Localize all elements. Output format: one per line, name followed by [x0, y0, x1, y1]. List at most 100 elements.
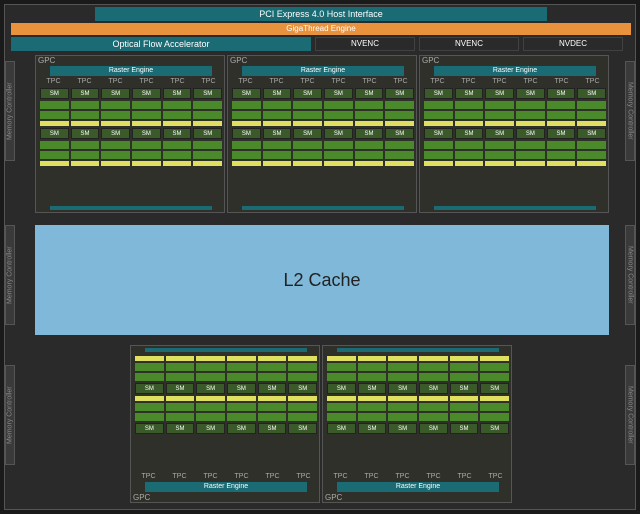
sm-row: SMSMSMSMSMSM: [135, 383, 317, 396]
cuda-core: [516, 101, 545, 109]
cuda-core: [163, 151, 192, 159]
cuda-core: [485, 111, 514, 119]
sm-row: SMSMSMSMSMSM: [327, 423, 509, 436]
cuda-core: [358, 373, 387, 381]
sm-block: SM: [385, 128, 414, 139]
cuda-core: [101, 141, 130, 149]
core-row: [135, 363, 317, 371]
cuda-core: [288, 403, 317, 411]
cuda-core: [355, 111, 384, 119]
cuda-core: [358, 413, 387, 421]
cuda-core: [101, 101, 130, 109]
cuda-core: [232, 101, 261, 109]
rt-core: [193, 121, 222, 126]
rt-core: [193, 161, 222, 166]
core-row: [135, 413, 317, 421]
core-row: [327, 373, 509, 381]
cuda-core: [480, 373, 509, 381]
sm-row: SMSMSMSMSMSM: [40, 128, 222, 141]
cuda-core: [577, 111, 606, 119]
cuda-core: [163, 101, 192, 109]
rt-core: [101, 161, 130, 166]
cuda-core: [355, 141, 384, 149]
gigathread-bar: GigaThread Engine: [11, 23, 631, 35]
cuda-core: [263, 101, 292, 109]
sm-block: SM: [385, 88, 414, 99]
sm-block: SM: [480, 423, 509, 434]
rt-core: [547, 121, 576, 126]
cuda-core: [450, 373, 479, 381]
memory-controller: Memory Controller: [625, 225, 635, 325]
sm-grid: SMSMSMSMSMSMSMSMSMSMSMSM: [135, 356, 317, 436]
core-row: [40, 111, 222, 119]
cuda-core: [327, 363, 356, 371]
cuda-core: [193, 111, 222, 119]
cuda-core: [232, 141, 261, 149]
sm-block: SM: [232, 88, 261, 99]
raster-engine-bar: Raster Engine: [337, 482, 499, 492]
rt-core: [132, 161, 161, 166]
rt-core: [516, 161, 545, 166]
rt-core: [455, 161, 484, 166]
tpc-label: TPC: [356, 473, 387, 480]
sm-block: SM: [577, 128, 606, 139]
cuda-core: [196, 373, 225, 381]
cuda-core: [388, 363, 417, 371]
cuda-core: [40, 111, 69, 119]
cuda-core: [324, 111, 353, 119]
rt-core: [40, 161, 69, 166]
cuda-core: [196, 363, 225, 371]
core-row: [40, 151, 222, 159]
polymorph-bar: [145, 348, 307, 352]
sm-block: SM: [71, 128, 100, 139]
tpc-label-row: TPCTPCTPCTPCTPCTPC: [133, 473, 319, 480]
gpc-block: GPCRaster EngineTPCTPCTPCTPCTPCTPCSMSMSM…: [35, 55, 225, 213]
sm-block: SM: [358, 423, 387, 434]
core-row: [135, 373, 317, 381]
tpc-label: TPC: [577, 78, 608, 85]
cuda-core: [424, 151, 453, 159]
rt-core: [577, 121, 606, 126]
cuda-core: [263, 151, 292, 159]
cuda-core: [193, 101, 222, 109]
sm-block: SM: [163, 128, 192, 139]
cuda-core: [166, 403, 195, 411]
cuda-core: [385, 101, 414, 109]
cuda-core: [385, 111, 414, 119]
rt-core: [132, 121, 161, 126]
sm-block: SM: [293, 88, 322, 99]
core-row: [424, 111, 606, 119]
cuda-core: [258, 413, 287, 421]
cuda-core: [385, 151, 414, 159]
rt-core: [40, 121, 69, 126]
nvenc-block-2: NVENC: [419, 37, 519, 51]
cuda-core: [288, 373, 317, 381]
sm-row: SMSMSMSMSMSM: [232, 88, 414, 101]
cuda-core: [193, 141, 222, 149]
sm-row: SMSMSMSMSMSM: [327, 383, 509, 396]
tpc-label: TPC: [453, 78, 484, 85]
rt-core: [516, 121, 545, 126]
rt-core-row: [327, 396, 509, 401]
cuda-core: [71, 141, 100, 149]
cuda-core: [327, 413, 356, 421]
cuda-core: [71, 111, 100, 119]
sm-block: SM: [258, 423, 287, 434]
core-row: [135, 403, 317, 411]
rt-core: [324, 161, 353, 166]
sm-block: SM: [293, 128, 322, 139]
cuda-core: [424, 111, 453, 119]
gpc-block: GPCRaster EngineTPCTPCTPCTPCTPCTPCSMSMSM…: [419, 55, 609, 213]
cuda-core: [196, 413, 225, 421]
sm-grid: SMSMSMSMSMSMSMSMSMSMSMSM: [424, 88, 606, 168]
tpc-label: TPC: [422, 78, 453, 85]
cuda-core: [324, 101, 353, 109]
rt-core: [293, 161, 322, 166]
sm-block: SM: [40, 128, 69, 139]
rt-core: [358, 356, 387, 361]
rt-core: [163, 161, 192, 166]
core-row: [232, 111, 414, 119]
cuda-core: [135, 373, 164, 381]
cuda-core: [163, 141, 192, 149]
rt-core: [424, 161, 453, 166]
